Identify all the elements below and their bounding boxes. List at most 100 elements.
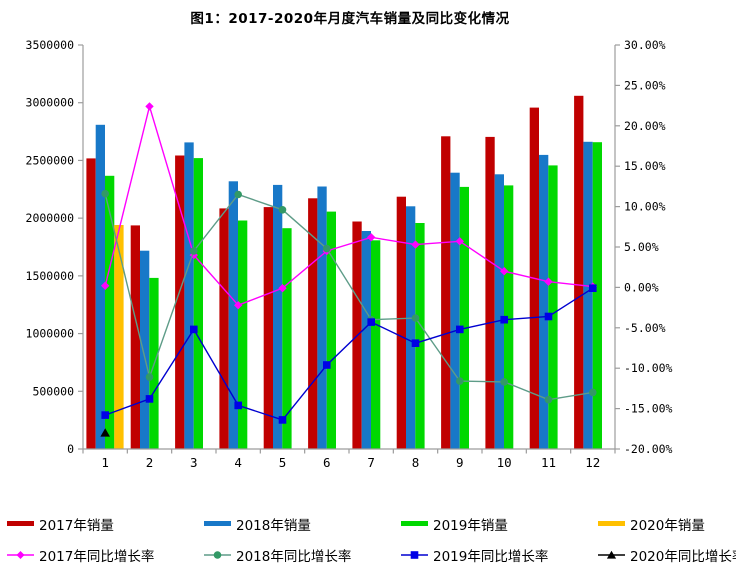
chart-title: 图1：2017-2020年月度汽车销量及同比变化情况 [190,11,510,27]
bar-2017年销量-m10 [485,136,495,449]
marker-2017年同比增长率-m2 [145,102,154,111]
bar-2019年销量-m6 [326,211,336,449]
right-axis-tick: 25.00% [624,78,666,92]
bar-2019年销量-m7 [371,240,381,449]
bars-2020年销量 [114,225,124,449]
bar-2018年销量-m3 [184,142,194,449]
marker-2018年同比增长率-m5 [278,206,287,214]
right-axis-tick: 0.00% [624,280,659,294]
diamond-marker-icon [16,550,25,559]
left-axis-tick: 500000 [32,384,74,398]
marker-2019年同比增长率-m9 [456,325,464,334]
left-axis-tick: 3000000 [26,96,75,110]
bar-2019年销量-m9 [459,186,469,449]
marker-2018年同比增长率-m2 [145,373,154,381]
series-2019年同比增长率 [101,284,597,424]
bar-2018年销量-m6 [317,186,327,449]
line-2018年同比增长率 [104,193,593,401]
legend-item-2019年销量: 2019年销量 [401,514,598,534]
bar-2017年销量-m6 [308,198,318,449]
marker-2018年同比增长率-m3 [190,247,198,255]
bar-2017年销量-m9 [441,136,451,450]
right-axis-tick: 5.00% [624,240,659,254]
legend-label: 2019年销量 [433,517,508,534]
bar-2018年销量-m2 [140,250,150,449]
bar-2018年销量-m9 [450,172,460,449]
legend-label: 2017年同比增长率 [39,548,155,565]
marker-2017年同比增长率-m4 [234,301,243,310]
legend-line-swatch [7,550,34,559]
legend-bar-swatch [598,521,625,526]
left-axis-tick: 1000000 [26,327,75,341]
bar-2019年销量-m4 [238,220,248,449]
marker-2017年同比增长率-m10 [500,267,509,276]
bar-2019年销量-m3 [193,158,203,449]
marker-2017年同比增长率-m1 [101,281,110,290]
x-axis-tick: 6 [323,455,331,470]
bar-2020年销量-m1 [114,225,124,449]
triangle-marker-icon [606,550,617,559]
marker-2018年同比增长率-m10 [500,378,509,386]
series-2018年同比增长率 [101,189,597,404]
bar-2018年销量-m10 [494,174,504,450]
marker-2019年同比增长率-m11 [544,312,553,321]
marker-2019年同比增长率-m4 [234,401,242,410]
bar-2017年销量-m8 [396,196,406,449]
legend-item-2017年同比增长率: 2017年同比增长率 [7,545,204,565]
marker-2020年同比增长率-m1 [100,428,110,437]
axis-tick-labels: 3500000300000025000002000000150000010000… [26,38,673,470]
bar-2018年销量-m8 [406,206,416,449]
x-axis-tick: 2 [146,455,154,470]
marker-2019年同比增长率-m7 [367,318,375,326]
marker-2019年同比增长率-m10 [500,315,508,324]
bar-2017年销量-m4 [219,208,229,449]
legend-item-2018年同比增长率: 2018年同比增长率 [204,545,401,565]
left-axis-tick: 2500000 [26,153,75,167]
bar-2019年销量-m10 [504,185,514,449]
bar-2017年销量-m2 [130,225,140,449]
marker-2018年同比增长率-m12 [589,388,597,397]
legend-label: 2020年销量 [630,517,705,534]
x-axis-tick: 12 [585,455,600,470]
marker-2017年同比增长率-m7 [367,233,376,242]
marker-2019年同比增长率-m2 [145,395,154,403]
marker-2019年同比增长率-m6 [323,361,331,369]
right-axis-tick: -15.00% [624,402,673,416]
left-axis-tick: 3500000 [26,38,75,52]
right-axis-tick: 20.00% [624,119,666,133]
legend-bar-swatch [204,521,231,526]
x-axis-tick: 10 [497,455,512,470]
bar-2017年销量-m5 [263,207,273,449]
right-axis-tick: -5.00% [624,321,666,335]
x-axis-tick: 4 [234,455,242,470]
marker-2019年同比增长率-m12 [589,284,597,292]
legend-label: 2020年同比增长率 [630,548,736,565]
marker-2018年同比增长率-m9 [456,377,464,385]
square-marker-icon [410,550,419,559]
marker-2017年同比增长率-m5 [278,284,287,293]
legend-line-swatch [401,550,428,559]
bar-2018年销量-m1 [95,124,105,450]
left-axis-tick: 2000000 [26,211,75,225]
marker-2019年同比增长率-m3 [190,325,198,334]
marker-2019年同比增长率-m8 [411,339,420,347]
right-axis-tick: 10.00% [624,200,666,214]
marker-2017年同比增长率-m8 [411,240,420,249]
bar-2018年销量-m4 [228,181,238,450]
line-2019年同比增长率 [104,287,594,421]
x-axis-tick: 5 [279,455,287,470]
right-axis-tick: -20.00% [624,442,673,456]
x-axis-tick: 8 [412,455,420,470]
legend-item-2020年销量: 2020年销量 [598,514,736,534]
marker-2018年同比增长率-m6 [323,244,331,253]
marker-2018年同比增长率-m11 [544,395,553,404]
legend-row-sales: 2017年销量 2018年销量 2019年销量 2020年销量 [0,508,736,539]
bar-2018年销量-m5 [273,184,283,449]
bar-2019年销量-m1 [105,175,115,450]
bar-2019年销量-m12 [592,142,602,449]
marker-2017年同比增长率-m9 [455,237,464,246]
left-axis-tick: 0 [67,442,74,456]
bars-2018年销量 [95,124,593,450]
marker-2018年同比增长率-m1 [101,189,109,198]
